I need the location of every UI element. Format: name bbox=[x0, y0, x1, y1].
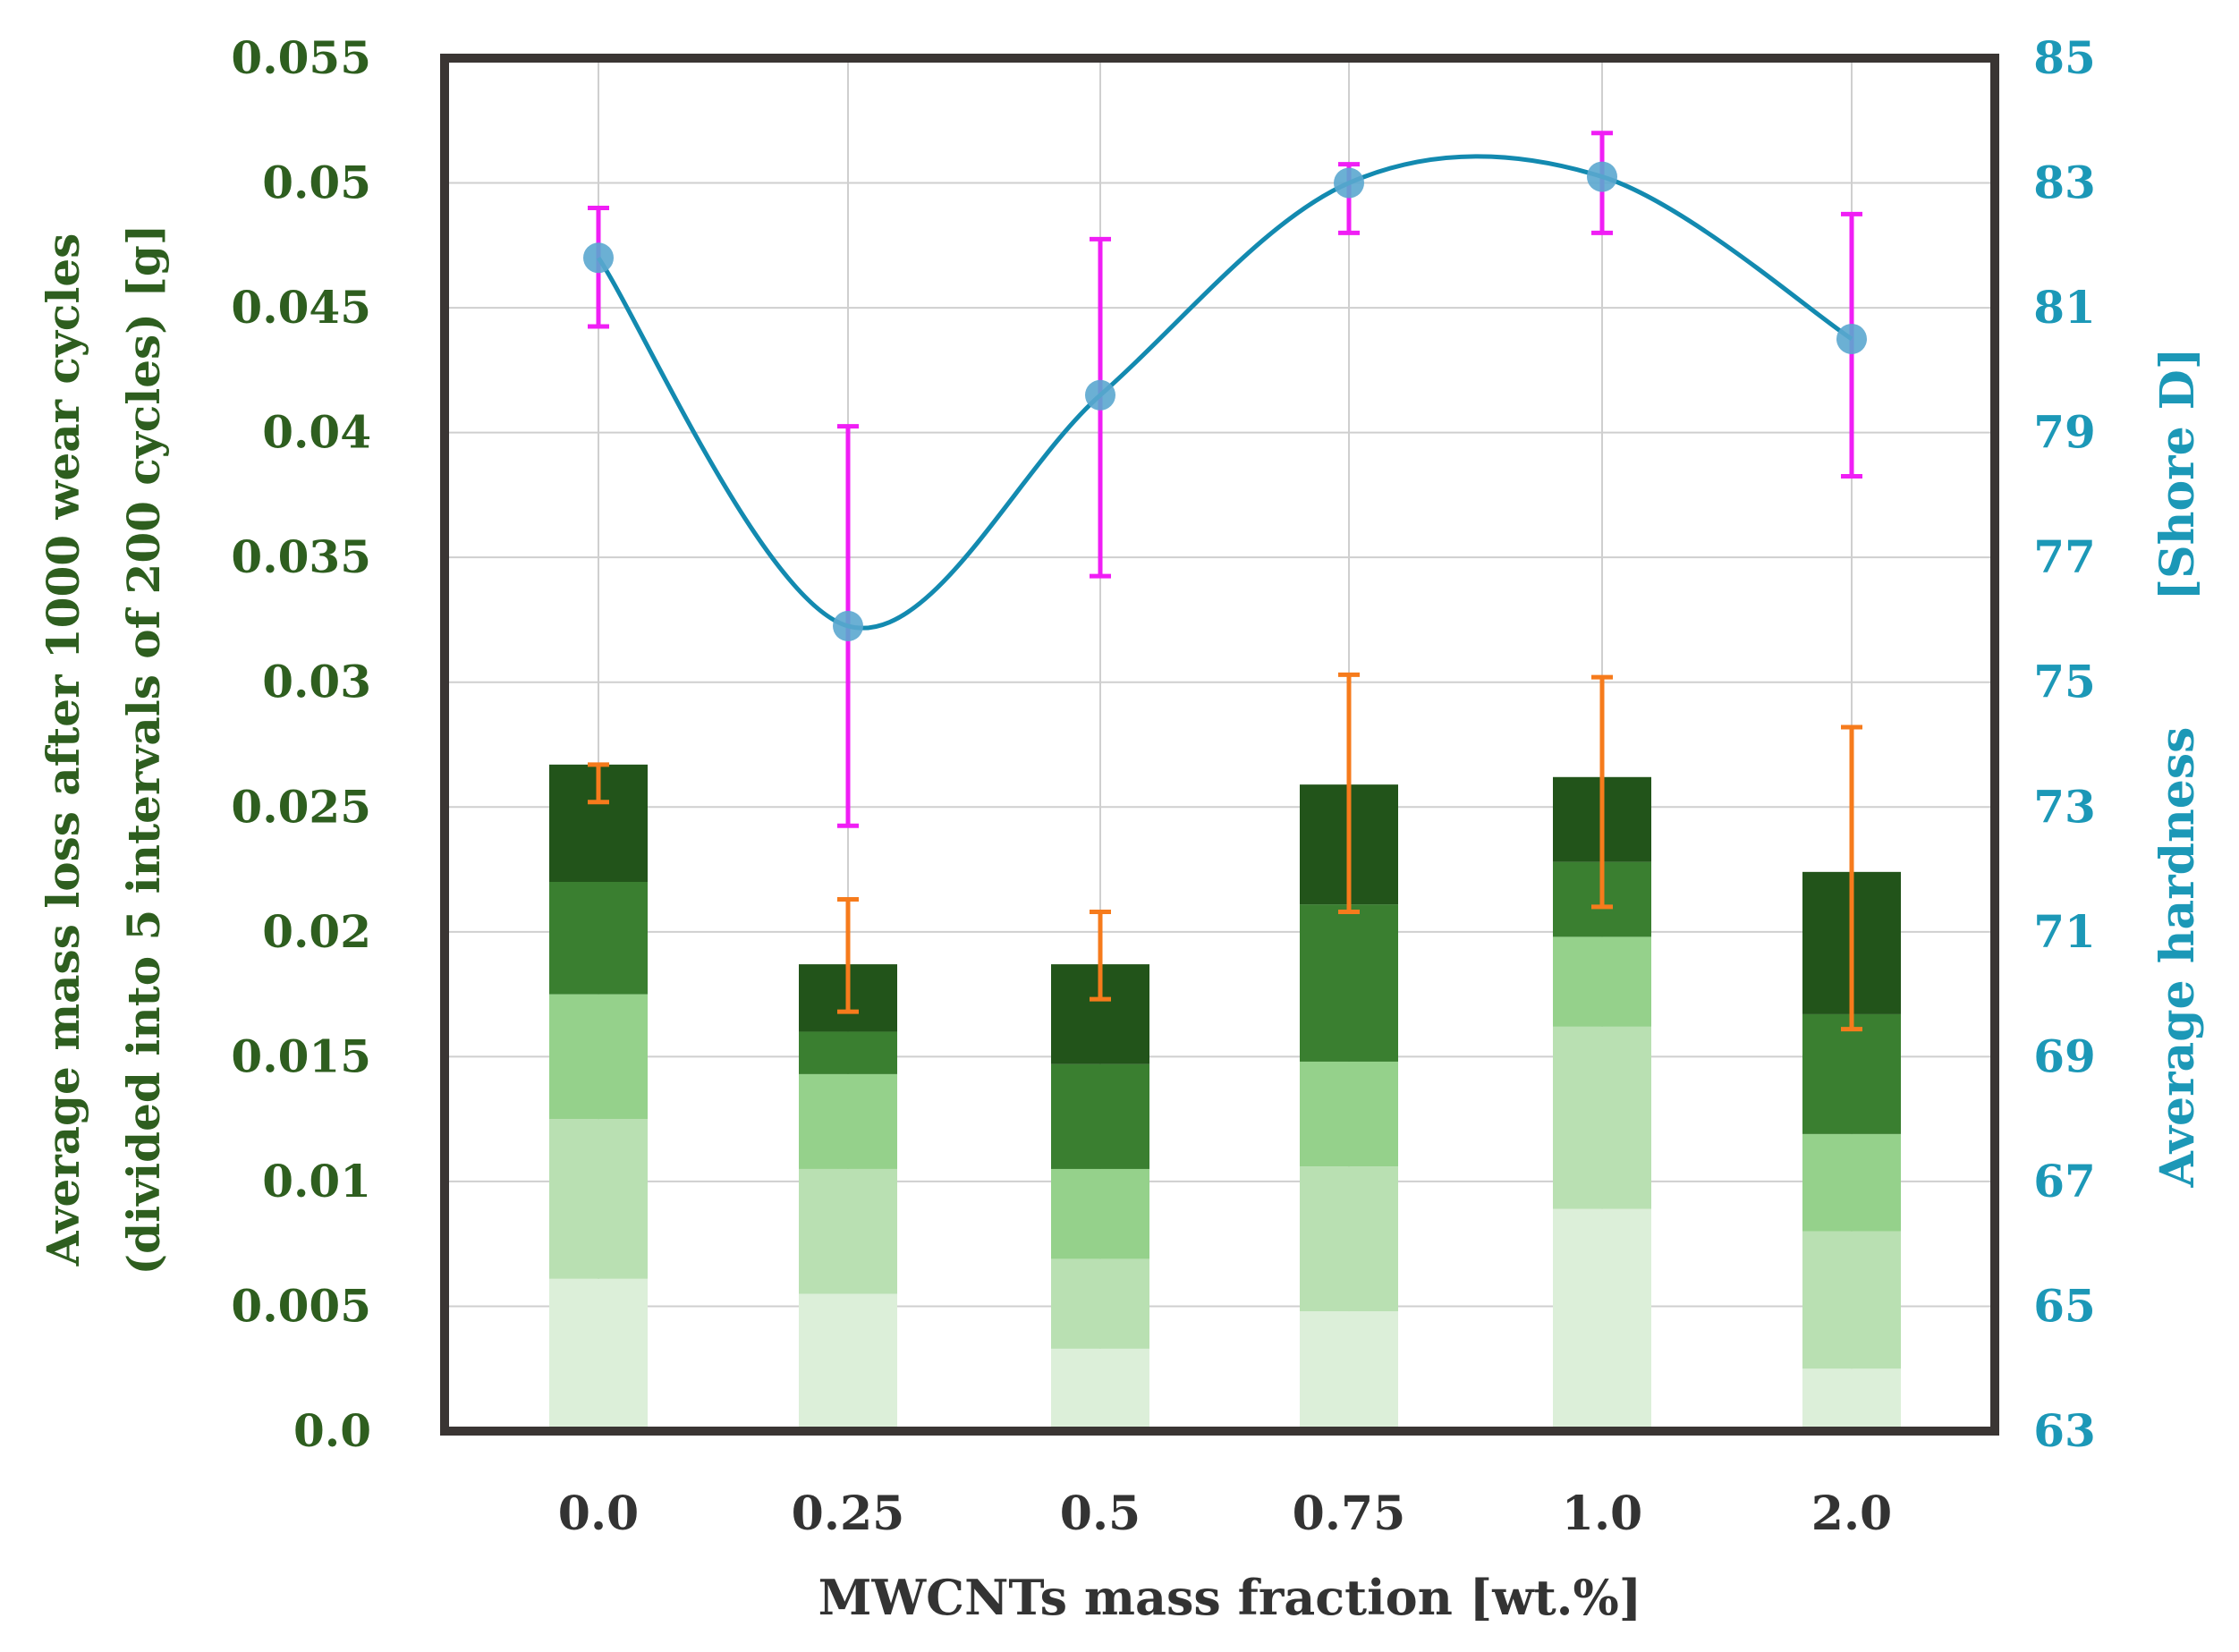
right-tick-label: 67 bbox=[2033, 1155, 2096, 1207]
mass-loss-error-bar bbox=[1090, 909, 1111, 1002]
right-tick-label: 83 bbox=[2033, 157, 2096, 209]
hardness-point bbox=[833, 610, 863, 641]
hardness-point bbox=[1334, 167, 1364, 199]
bar-segment-3 bbox=[1300, 1061, 1398, 1167]
left-axis-ticks: 0.0 0.005 0.01 0.015 0.02 0.025 0.03 0.035 0.04 0… bbox=[231, 31, 371, 1457]
left-tick-label: 0.0 bbox=[293, 1404, 371, 1457]
hardness-point bbox=[583, 242, 614, 274]
bar-segment-2 bbox=[1802, 1231, 1901, 1369]
left-tick-label: 0.035 bbox=[231, 530, 371, 583]
x-axis-label: MWCNTs mass fraction [wt.%] bbox=[818, 1569, 1642, 1626]
hardness-error-bars bbox=[588, 131, 1862, 828]
left-axis-label-line1: Average mass loss after 1000 wear cycles bbox=[37, 233, 89, 1267]
bar-segment-3 bbox=[1553, 936, 1651, 1027]
right-tick-label: 71 bbox=[2033, 905, 2096, 958]
bar-segment-4 bbox=[549, 882, 648, 995]
bar-segment-4 bbox=[1300, 904, 1398, 1062]
left-tick-label: 0.04 bbox=[262, 406, 371, 459]
mass-loss-error-bar bbox=[588, 762, 609, 805]
right-tick-label: 69 bbox=[2033, 1029, 2096, 1082]
bar-segment-3 bbox=[1051, 1168, 1149, 1259]
grid bbox=[445, 57, 1995, 1432]
x-tick-label: 2.0 bbox=[1811, 1487, 1892, 1541]
right-tick-label: 81 bbox=[2033, 281, 2096, 334]
bar-segment-1 bbox=[549, 1278, 648, 1431]
left-axis-label-line2: (divided into 5 intervals of 200 cycles)… bbox=[117, 224, 170, 1275]
plot-frame bbox=[440, 54, 1999, 1436]
left-tick-label: 0.03 bbox=[262, 656, 371, 708]
mass-loss-error-bar bbox=[1338, 672, 1360, 914]
x-tick-label: 0.0 bbox=[558, 1487, 639, 1541]
bar-segment-4 bbox=[1802, 1013, 1901, 1134]
right-axis-label-hardness: Average hardness bbox=[2150, 727, 2205, 1189]
mass-loss-error-bar bbox=[1841, 724, 1862, 1032]
left-tick-label: 0.02 bbox=[262, 905, 371, 958]
bar-segment-3 bbox=[799, 1073, 897, 1169]
hardness-point bbox=[1587, 161, 1617, 192]
right-tick-label: 77 bbox=[2033, 530, 2096, 583]
left-tick-label: 0.055 bbox=[231, 31, 371, 84]
mass-loss-error-bars bbox=[588, 672, 1862, 1032]
bar-segment-1 bbox=[799, 1293, 897, 1431]
right-tick-label: 65 bbox=[2033, 1279, 2096, 1332]
bar-segment-2 bbox=[1300, 1166, 1398, 1312]
hardness-points bbox=[583, 161, 1867, 641]
left-tick-label: 0.005 bbox=[231, 1279, 371, 1332]
left-tick-label: 0.01 bbox=[262, 1155, 371, 1207]
x-axis-ticks: 0.0 0.25 0.5 0.75 1.0 2.0 bbox=[558, 1487, 1892, 1541]
right-axis-label-unit: [Shore D] bbox=[2150, 348, 2205, 601]
bar-segment-2 bbox=[549, 1119, 648, 1279]
bar-segment-1 bbox=[1300, 1311, 1398, 1431]
left-tick-label: 0.015 bbox=[231, 1029, 371, 1082]
right-tick-label: 63 bbox=[2033, 1404, 2096, 1457]
hardness-point bbox=[1836, 323, 1867, 354]
x-tick-label: 0.5 bbox=[1060, 1487, 1141, 1541]
right-axis-ticks: 63 65 67 69 71 73 75 77 79 81 83 85 bbox=[2033, 31, 2096, 1457]
right-tick-label: 73 bbox=[2033, 780, 2096, 833]
mass-loss-error-bar bbox=[1591, 674, 1613, 910]
x-tick-label: 1.0 bbox=[1562, 1487, 1642, 1541]
hardness-point bbox=[1085, 379, 1115, 411]
right-tick-label: 75 bbox=[2033, 656, 2096, 708]
left-tick-label: 0.025 bbox=[231, 780, 371, 833]
bar-segment-1 bbox=[1051, 1348, 1149, 1431]
right-tick-label: 79 bbox=[2033, 406, 2096, 459]
left-tick-label: 0.05 bbox=[262, 157, 371, 209]
bar-segment-1 bbox=[1802, 1368, 1901, 1431]
left-tick-label: 0.045 bbox=[231, 281, 371, 334]
right-tick-label: 85 bbox=[2033, 31, 2096, 84]
bar-segment-1 bbox=[1553, 1208, 1651, 1431]
bar-segment-3 bbox=[549, 994, 648, 1120]
hardness-line bbox=[596, 154, 1853, 631]
bar-segment-4 bbox=[1051, 1063, 1149, 1169]
stacked-bars bbox=[549, 764, 1901, 1431]
x-tick-label: 0.75 bbox=[1293, 1487, 1406, 1541]
bar-segment-2 bbox=[799, 1168, 897, 1294]
bar-segment-4 bbox=[799, 1031, 897, 1074]
bar-segment-2 bbox=[1051, 1258, 1149, 1349]
bar-segment-3 bbox=[1802, 1133, 1901, 1232]
x-tick-label: 0.25 bbox=[792, 1487, 905, 1541]
mass-loss-error-bar bbox=[837, 897, 859, 1014]
bar-segment-2 bbox=[1553, 1026, 1651, 1209]
